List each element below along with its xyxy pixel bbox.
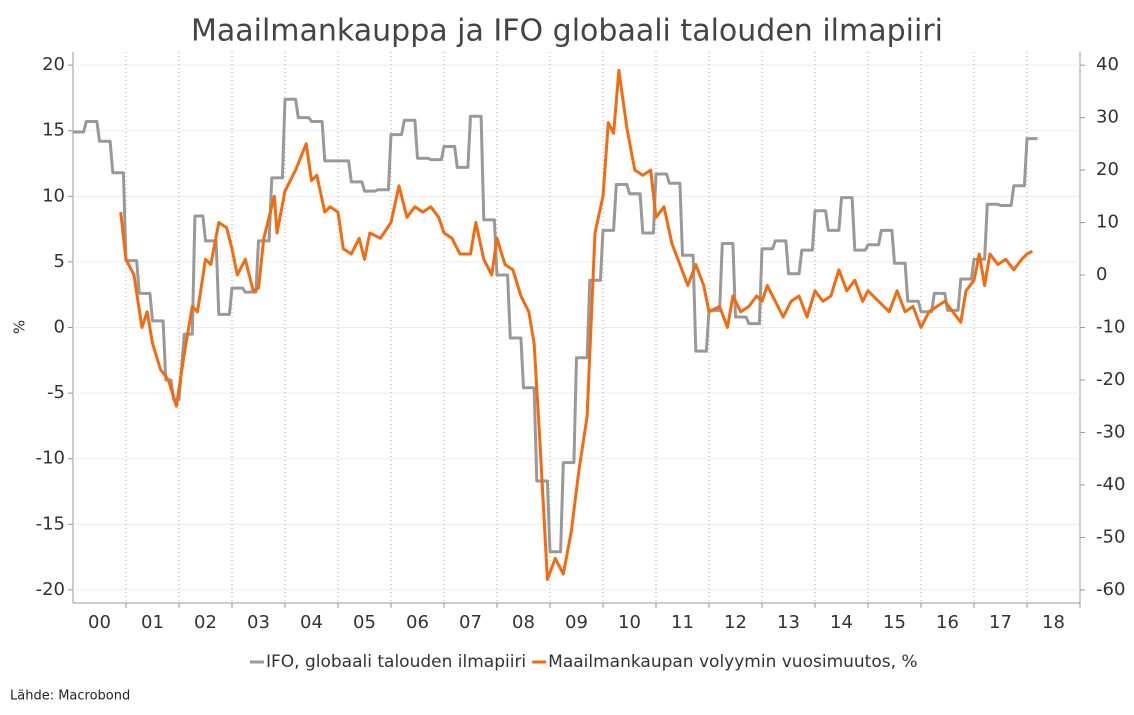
x-tick-label: 08 [512,612,535,633]
x-tick-label: 15 [883,612,906,633]
source-note: Lähde: Macrobond [10,689,130,704]
x-tick-label: 04 [300,612,323,633]
chart-title: Maailmankauppa ja IFO globaali talouden … [191,14,943,49]
y-tick-label: -10 [36,448,65,469]
series-line [73,97,1038,554]
legend-label: Maailmankaupan volyymin vuosimuutos, % [548,652,917,672]
x-tick-label: 01 [141,612,164,633]
x-tick-label: 16 [936,612,959,633]
y2-tick-label: -30 [1096,421,1125,442]
x-tick-label: 17 [989,612,1012,633]
x-tick-label: 09 [565,612,588,633]
x-tick-label: 14 [830,612,853,633]
y-tick-label: 0 [54,317,65,338]
y-tick-label: 10 [42,185,65,206]
x-tick-label: 06 [406,612,429,633]
y2-tick-label: 0 [1096,264,1107,285]
x-tick-label: 12 [724,612,747,633]
y-tick-label: -15 [36,513,65,534]
y2-tick-label: -50 [1096,526,1125,547]
legend-label: IFO, globaali talouden ilmapiiri [266,652,526,672]
y2-tick-label: -20 [1096,369,1125,390]
y-tick-label: -20 [36,579,65,600]
series-line [119,68,1033,581]
x-tick-label: 10 [618,612,641,633]
y2-tick-label: 40 [1096,54,1119,75]
y-tick-label: -5 [47,382,65,403]
y2-tick-label: 30 [1096,107,1119,128]
x-tick-label: 03 [247,612,270,633]
y2-tick-label: 10 [1096,212,1119,233]
x-tick-label: 11 [671,612,694,633]
y2-tick-label: -60 [1096,579,1125,600]
x-tick-label: 00 [88,612,111,633]
x-tick-label: 18 [1042,612,1065,633]
x-tick-label: 05 [353,612,376,633]
y2-tick-label: 20 [1096,159,1119,180]
y-tick-label: 5 [54,251,65,272]
x-tick-label: 13 [777,612,800,633]
y-axis-label: % [11,320,29,334]
y2-tick-label: -10 [1096,317,1125,338]
y-tick-label: 15 [42,120,65,141]
x-tick-label: 07 [459,612,482,633]
x-tick-label: 02 [194,612,217,633]
y2-tick-label: -40 [1096,474,1125,495]
y-tick-label: 20 [42,54,65,75]
